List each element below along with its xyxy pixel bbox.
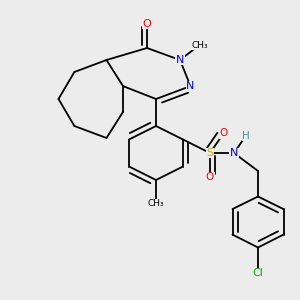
Text: O: O (206, 172, 214, 182)
Text: H: H (242, 130, 250, 141)
Text: N: N (176, 55, 184, 65)
Text: Cl: Cl (253, 268, 263, 278)
Text: CH₃: CH₃ (191, 40, 208, 50)
Text: N: N (186, 81, 195, 91)
Text: O: O (142, 19, 152, 29)
Text: S: S (206, 148, 214, 158)
Text: CH₃: CH₃ (148, 200, 164, 208)
Text: N: N (230, 148, 238, 158)
Text: O: O (219, 128, 228, 139)
